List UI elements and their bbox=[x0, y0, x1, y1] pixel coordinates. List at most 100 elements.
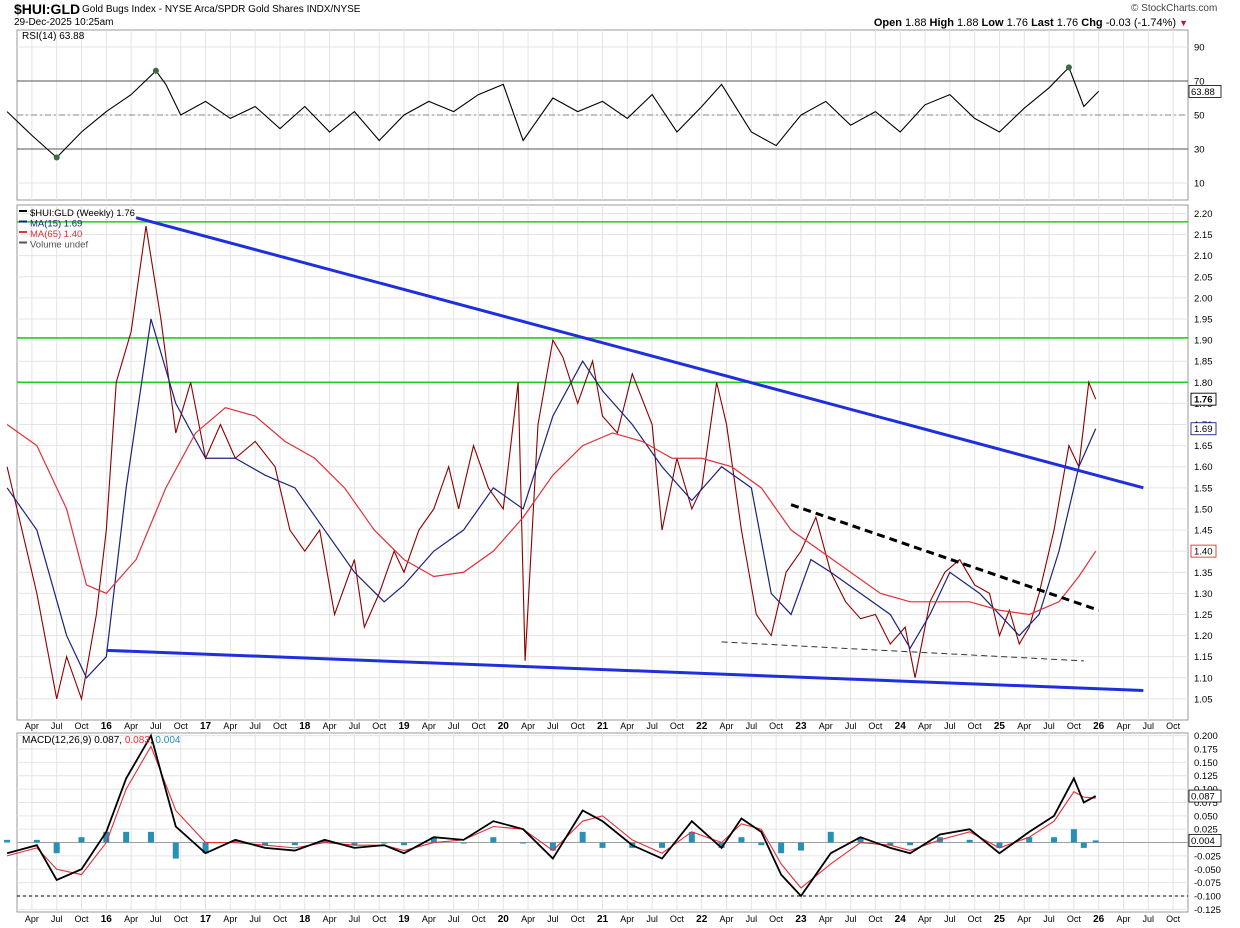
price-xaxis-month-label: Oct bbox=[273, 721, 288, 731]
macd-histogram-bar bbox=[490, 837, 497, 843]
legend-swatch bbox=[19, 231, 27, 233]
macd-ytick-label: 0.050 bbox=[1194, 811, 1218, 822]
legend-entry: Volume undef bbox=[30, 240, 88, 251]
open-value: 1.88 bbox=[905, 17, 927, 29]
ticker-symbol[interactable]: $HUI:GLD bbox=[14, 1, 81, 17]
macd-xaxis-year-label: 24 bbox=[895, 914, 907, 925]
macd-histogram-bar bbox=[887, 842, 894, 846]
macd-xaxis-month-label: Oct bbox=[273, 914, 288, 924]
macd-histogram-bar bbox=[599, 842, 606, 848]
macd-xaxis-month-label: Oct bbox=[571, 914, 586, 924]
chg-value: -0.03 (-1.74%) bbox=[1105, 17, 1177, 29]
legend-swatch bbox=[19, 220, 27, 223]
macd-xaxis-month-label: Apr bbox=[124, 914, 138, 924]
trendline-solid-blue bbox=[135, 216, 1144, 490]
quote-summary: Open 1.88 High 1.88 Low 1.76 Last 1.76 C… bbox=[874, 17, 1188, 29]
price-ytick-label: 1.25 bbox=[1194, 610, 1213, 621]
price-xaxis-month-label: Jul bbox=[150, 721, 162, 731]
price-xaxis-month-label: Apr bbox=[819, 721, 833, 731]
macd-histogram-bar bbox=[907, 842, 914, 846]
price-xaxis-year-label: 24 bbox=[895, 721, 907, 732]
legend-entry: $HUI:GLD (Weekly) 1.76 bbox=[30, 208, 135, 219]
price-ytick-label: 1.15 bbox=[1194, 652, 1213, 663]
price-xaxis-month-label: Apr bbox=[521, 721, 535, 731]
macd-xaxis-month-label: Oct bbox=[769, 914, 784, 924]
rsi-ytick-label: 90 bbox=[1194, 43, 1205, 54]
price-xaxis-month-label: Apr bbox=[323, 721, 337, 731]
macd-xaxis-month-label: Jul bbox=[51, 914, 63, 924]
macd-xaxis-year-label: 21 bbox=[597, 914, 609, 925]
macd-xaxis-month-label: Apr bbox=[819, 914, 833, 924]
macd-histogram-bar bbox=[401, 842, 408, 846]
price-ytick-label: 2.10 bbox=[1194, 251, 1213, 262]
price-xaxis-year-label: 20 bbox=[498, 721, 510, 732]
macd-histogram-bar bbox=[778, 842, 785, 854]
price-ytick-label: 1.35 bbox=[1194, 568, 1213, 579]
price-ytick-label: 2.00 bbox=[1194, 293, 1213, 304]
macd-ytick-label: 0.075 bbox=[1194, 798, 1218, 809]
price-xaxis-month-label: Oct bbox=[372, 721, 387, 731]
price-xaxis-year-label: 21 bbox=[597, 721, 609, 732]
macd-xaxis-month-label: Jul bbox=[547, 914, 559, 924]
macd-xaxis-month-label: Apr bbox=[25, 914, 39, 924]
macd-xaxis-month-label: Apr bbox=[521, 914, 535, 924]
price-ytick-label: 1.95 bbox=[1194, 314, 1213, 325]
legend-entry: MA(15) 1.69 bbox=[30, 219, 82, 230]
price-xaxis-month-label: Jul bbox=[51, 721, 63, 731]
high-value: 1.88 bbox=[957, 17, 979, 29]
macd-histogram-bar bbox=[430, 837, 437, 843]
price-xaxis-month-label: Oct bbox=[74, 721, 89, 731]
price-xaxis-month-label: Oct bbox=[670, 721, 685, 731]
macd-xaxis-month-label: Jul bbox=[1143, 914, 1155, 924]
rsi-extreme-marker bbox=[53, 154, 60, 161]
macd-xaxis-month-label: Oct bbox=[1067, 914, 1082, 924]
price-ytick-label: 1.50 bbox=[1194, 504, 1213, 515]
macd-xaxis-month-label: Apr bbox=[620, 914, 634, 924]
macd-macd-line bbox=[6, 733, 1097, 898]
price-xaxis-month-label: Oct bbox=[1166, 721, 1181, 731]
price-xaxis-year-label: 22 bbox=[696, 721, 708, 732]
legend-swatch bbox=[19, 241, 27, 244]
price-xaxis-month-label: Oct bbox=[769, 721, 784, 731]
macd-xaxis-month-label: Jul bbox=[845, 914, 857, 924]
macd-xaxis-year-label: 18 bbox=[299, 914, 311, 925]
macd-histogram-bar bbox=[659, 842, 666, 848]
ticker-description: Gold Bugs Index - NYSE Arca/SPDR Gold Sh… bbox=[82, 4, 360, 15]
low-label: Low bbox=[981, 17, 1004, 29]
last-label: Last bbox=[1031, 17, 1054, 29]
macd-ytick-label: -0.050 bbox=[1194, 865, 1221, 876]
description-text: Gold Bugs Index - NYSE Arca/SPDR Gold Sh… bbox=[82, 4, 304, 15]
macd-xaxis-month-label: Apr bbox=[720, 914, 734, 924]
macd-xaxis-year-label: 22 bbox=[696, 914, 708, 925]
macd-xaxis-month-label: Oct bbox=[174, 914, 189, 924]
macd-xaxis-year-label: 16 bbox=[101, 914, 113, 925]
price-value-flag bbox=[1190, 544, 1217, 558]
low-value: 1.76 bbox=[1006, 17, 1029, 29]
down-arrow-icon: ▼ bbox=[1179, 18, 1188, 28]
macd-ytick-label: 0.200 bbox=[1194, 731, 1218, 742]
price-xaxis-month-label: Apr bbox=[720, 721, 734, 731]
macd-value-flag-label: 0.087 bbox=[1191, 792, 1215, 803]
macd-histogram-bar bbox=[1092, 840, 1099, 843]
macd-histogram-bar bbox=[758, 842, 765, 846]
macd-xaxis-month-label: Apr bbox=[323, 914, 337, 924]
trendline-dashed-black-thick bbox=[790, 503, 1100, 612]
price-ytick-label: 1.80 bbox=[1194, 378, 1213, 389]
macd-histogram-bar bbox=[738, 837, 745, 843]
macd-histogram-bar bbox=[520, 842, 527, 844]
price-xaxis-month-label: Jul bbox=[1043, 721, 1055, 731]
macd-histogram-bar bbox=[688, 831, 695, 843]
price-series-ma-65- bbox=[6, 406, 1097, 616]
price-value-flag-label: 1.69 bbox=[1194, 424, 1213, 435]
price-xaxis-month-label: Apr bbox=[25, 721, 39, 731]
macd-histogram-bar bbox=[53, 842, 60, 854]
macd-ytick-label: 0.025 bbox=[1194, 825, 1218, 836]
macd-histogram-bar bbox=[460, 842, 467, 844]
rsi-ytick-label: 30 bbox=[1194, 145, 1205, 156]
macd-xaxis-month-label: Oct bbox=[471, 914, 486, 924]
macd-xaxis-month-label: Oct bbox=[1166, 914, 1181, 924]
price-xaxis-year-label: 18 bbox=[299, 721, 311, 732]
macd-xaxis-year-label: 26 bbox=[1093, 914, 1105, 925]
macd-histogram-bar bbox=[797, 842, 804, 851]
macd-xaxis-month-label: Apr bbox=[1116, 914, 1130, 924]
